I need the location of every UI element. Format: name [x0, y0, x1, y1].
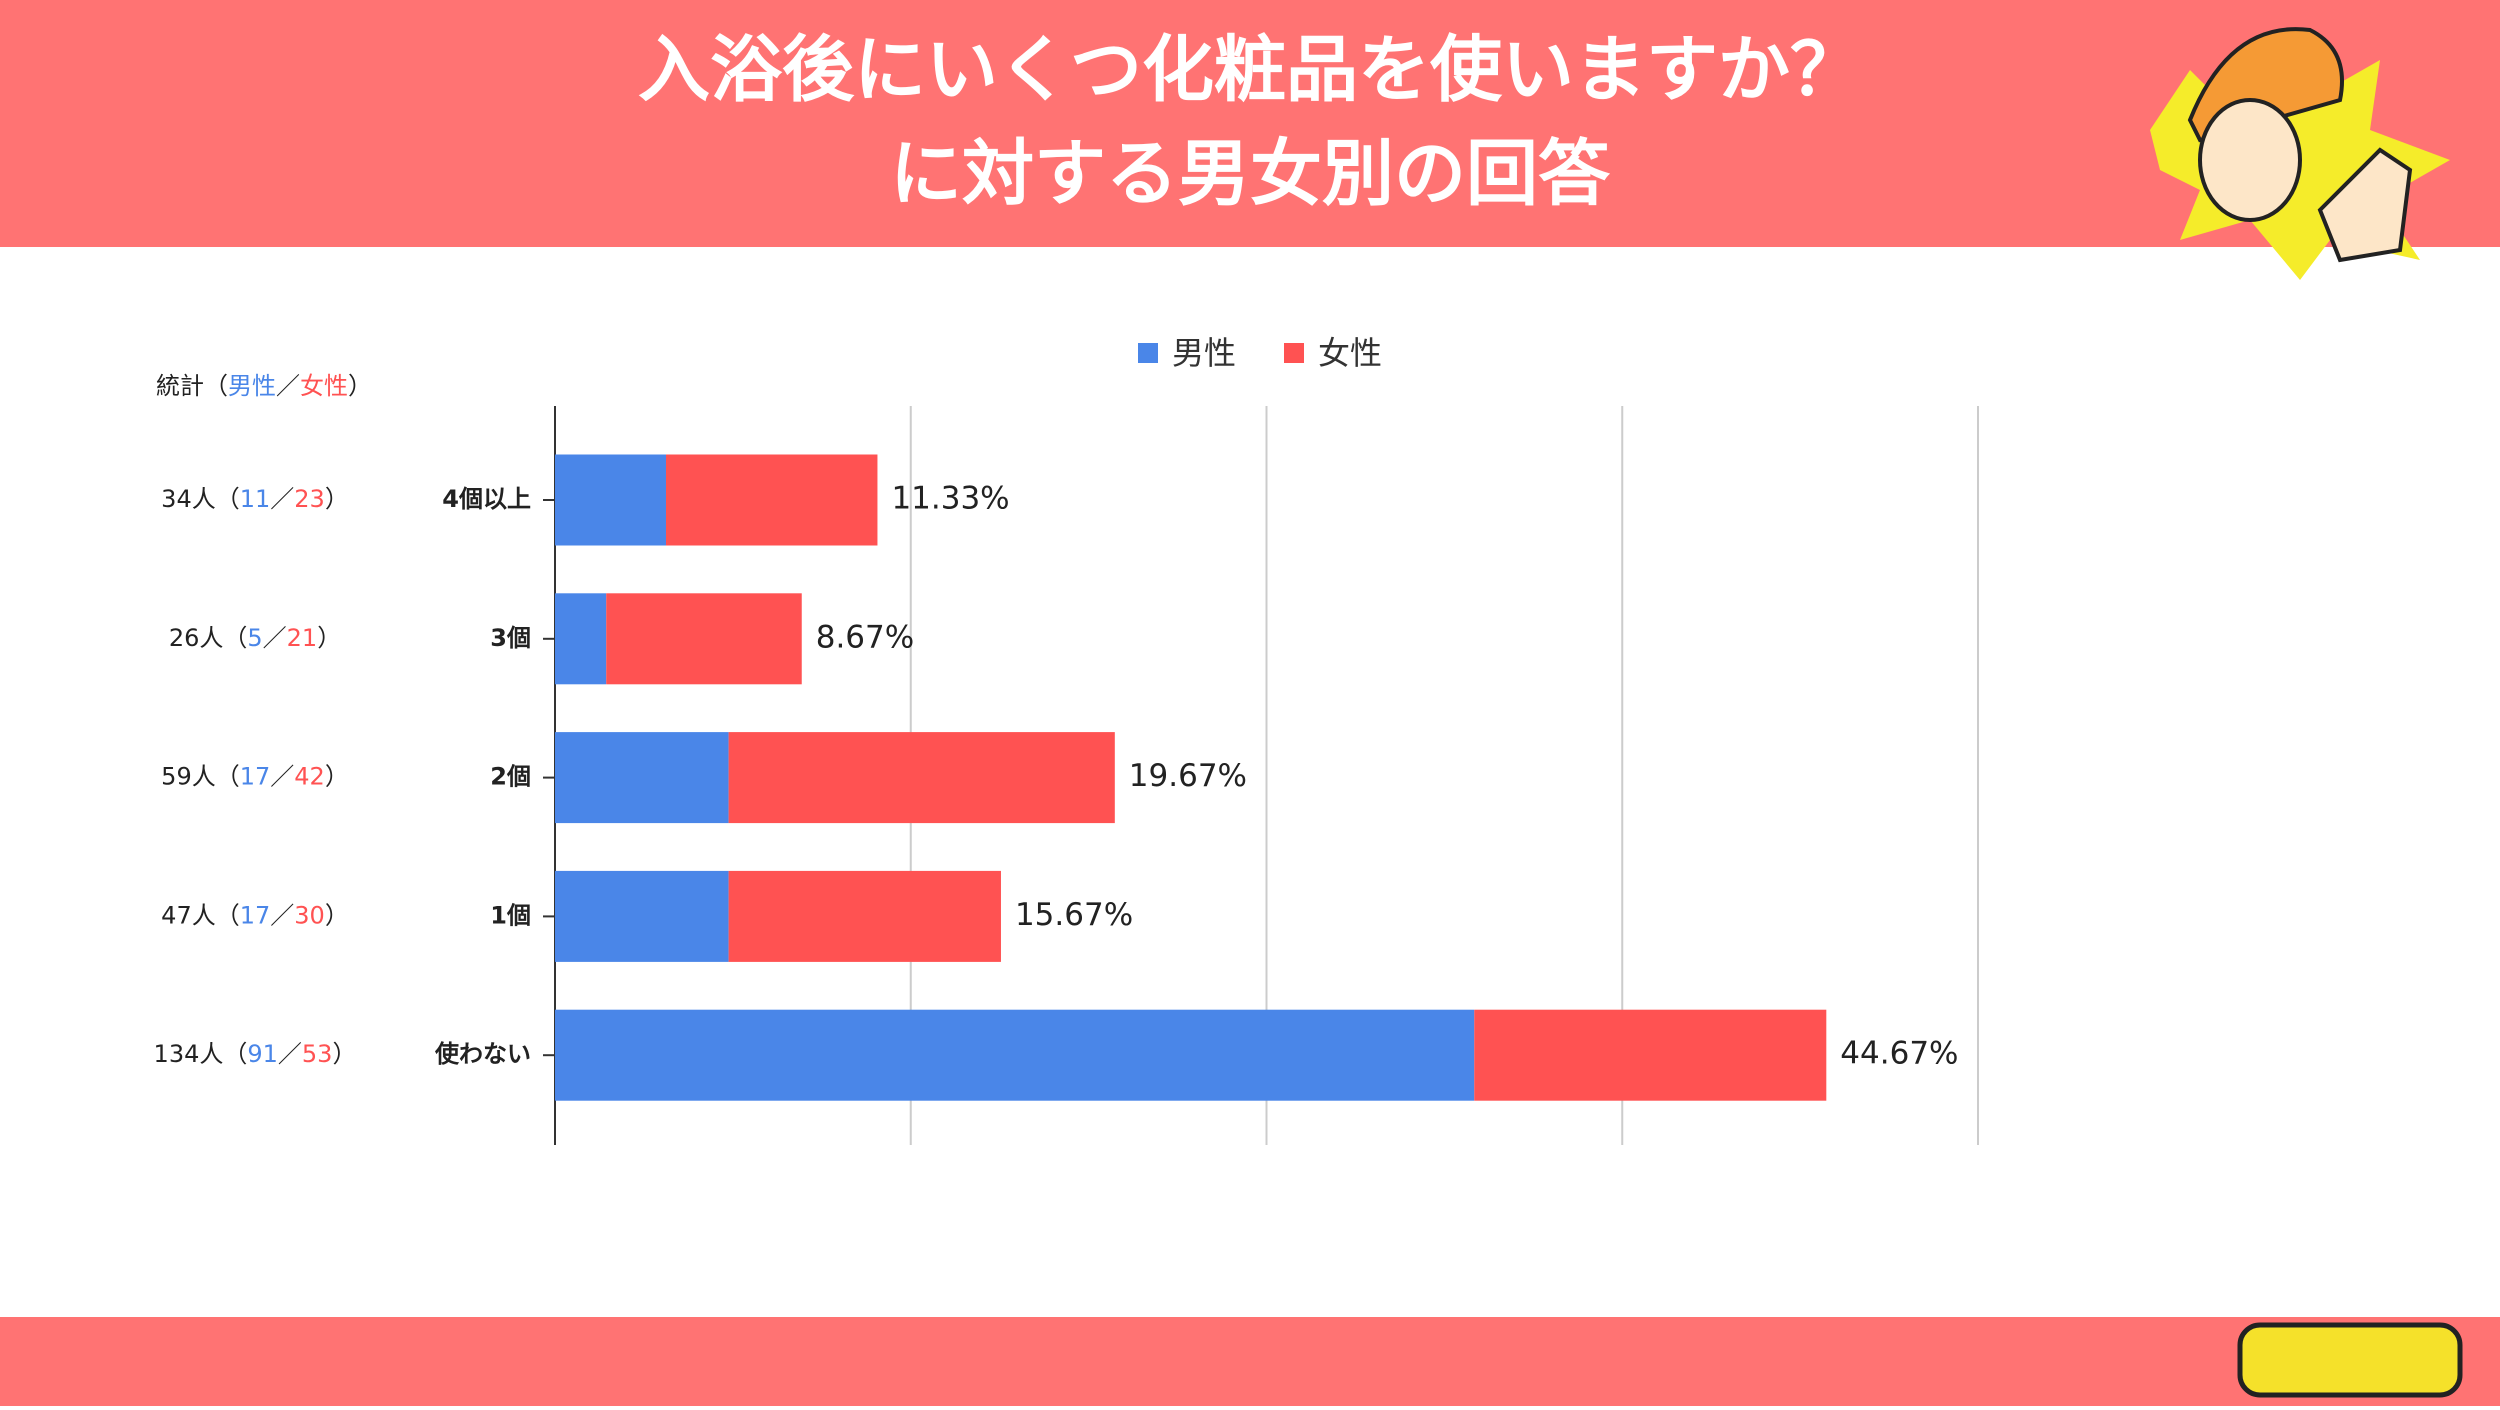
y-tick-label: 4個以上: [442, 485, 531, 513]
stats-part: ／: [270, 901, 294, 929]
stats-part: 21: [287, 624, 318, 652]
bar: [606, 593, 802, 685]
legend-swatch: [1138, 343, 1158, 363]
bar: [555, 870, 729, 962]
bar: [728, 732, 1115, 824]
y-tick-label: 2個: [490, 763, 531, 791]
stats-row: 59人（17／42）: [161, 763, 349, 791]
value-label: 8.67%: [816, 619, 914, 655]
y-tick-label: 使わない: [434, 1040, 531, 1068]
stats-part: ／: [270, 485, 294, 513]
stats-part: 59人（: [161, 763, 240, 791]
stats-part: ／: [276, 372, 300, 400]
logo: [2237, 1322, 2463, 1398]
stats-part: 26人（: [169, 624, 248, 652]
mascot: [2150, 27, 2450, 280]
footer-band: [0, 1317, 2500, 1406]
stats-part: 134人（: [154, 1040, 248, 1068]
y-tick-label: 3個: [490, 624, 531, 652]
y-tick-label: 1個: [490, 901, 531, 929]
stats-part: 女性: [300, 372, 348, 400]
stats-part: 30: [294, 901, 325, 929]
stats-part: 34人（: [161, 485, 240, 513]
header-band: [0, 0, 2500, 247]
stats-part: 統計（: [156, 372, 228, 400]
bar: [728, 870, 1001, 962]
stats-part: 5: [247, 624, 262, 652]
stats-part: 17: [240, 901, 271, 929]
stats-part: 91: [247, 1040, 278, 1068]
stats-part: 23: [294, 485, 325, 513]
bar: [555, 732, 729, 824]
bar: [555, 1009, 1475, 1101]
bar: [555, 593, 607, 685]
stats-row: 26人（5／21）: [169, 624, 341, 652]
stats-part: ）: [332, 1040, 356, 1068]
legend-label: 女性: [1318, 334, 1382, 372]
stats-part: ）: [317, 624, 341, 652]
stats-part: ／: [263, 624, 287, 652]
bar: [1474, 1009, 1827, 1101]
stats-part: 17: [240, 763, 271, 791]
stats-part: 47人（: [161, 901, 240, 929]
stats-row: 34人（11／23）: [161, 485, 349, 513]
value-label: 11.33%: [891, 481, 1009, 517]
value-label: 15.67%: [1015, 897, 1133, 933]
stats-row: 134人（91／53）: [154, 1040, 357, 1068]
stats-part: ）: [348, 372, 372, 400]
bar: [555, 454, 666, 546]
stats-part: ）: [325, 901, 349, 929]
title-line: 入浴後にいくつ化粧品を使いますか？: [638, 28, 1862, 112]
stats-part: ）: [325, 763, 349, 791]
legend-label: 男性: [1172, 334, 1236, 372]
stats-row: 47人（17／30）: [161, 901, 349, 929]
value-label: 44.67%: [1840, 1036, 1958, 1072]
legend: 男性 女性: [1138, 334, 1382, 372]
title-line: に対する男女別の回答: [890, 132, 1611, 216]
value-label: 19.67%: [1129, 758, 1247, 794]
stats-part: 男性: [228, 372, 276, 400]
stats-part: ）: [325, 485, 349, 513]
stats-header: 統計（男性／女性）: [156, 372, 372, 400]
stats-part: 11: [240, 485, 271, 513]
stats-part: ／: [278, 1040, 302, 1068]
bar: [665, 454, 878, 546]
stats-part: 53: [302, 1040, 333, 1068]
stats-part: ／: [270, 763, 294, 791]
stats-part: 42: [294, 763, 325, 791]
legend-swatch: [1284, 343, 1304, 363]
